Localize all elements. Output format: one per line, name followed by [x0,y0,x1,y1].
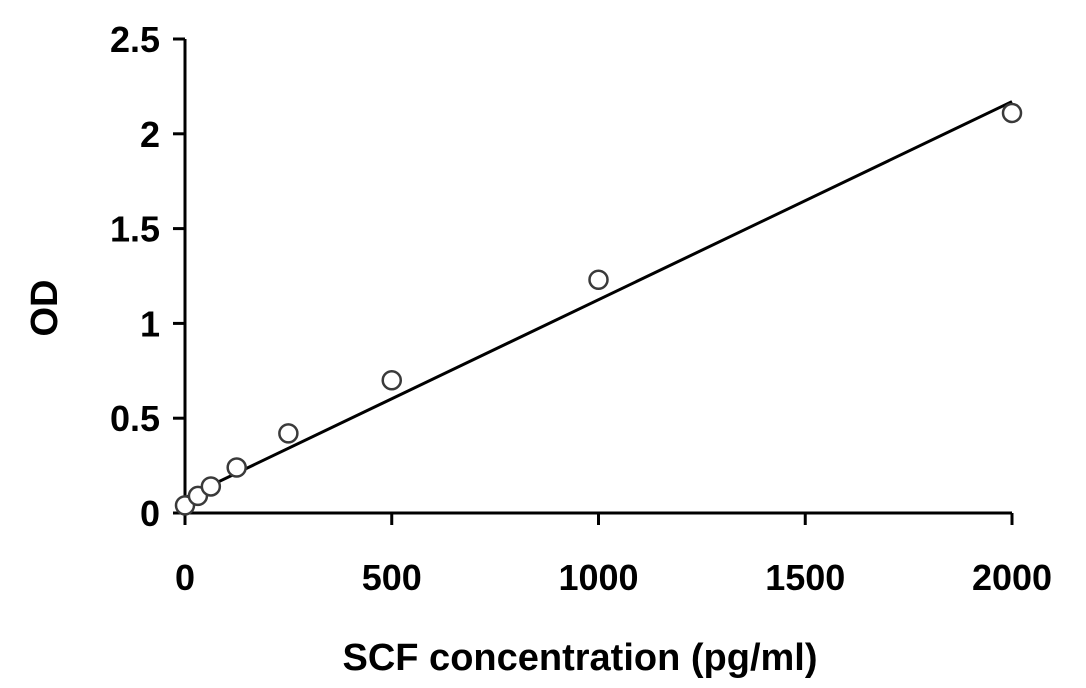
y-tick-label: 0.5 [110,398,160,439]
x-tick-label: 1500 [765,557,845,598]
x-axis-label: SCF concentration (pg/ml) [343,637,818,679]
y-tick-label: 2.5 [110,19,160,60]
data-point [381,370,402,391]
x-tick-label: 2000 [972,557,1052,598]
data-points [174,102,1023,516]
x-axis-ticks: 0 500 1000 1500 2000 [175,513,1052,598]
y-tick-label: 2 [140,114,160,155]
x-tick-label: 0 [175,557,195,598]
data-point [278,423,299,444]
y-axis-label: OD [24,280,66,337]
data-point [1001,102,1023,124]
x-tick-label: 1000 [558,557,638,598]
trendline-group [184,100,1013,500]
x-tick-label: 500 [362,557,422,598]
data-point [200,476,222,497]
data-point [226,457,247,478]
data-point [588,269,609,291]
y-tick-label: 1 [140,303,160,344]
trendline [184,100,1013,500]
y-axis-ticks: 0 0.5 1 1.5 2 2.5 [110,19,185,534]
y-tick-label: 0 [140,493,160,534]
y-tick-label: 1.5 [110,209,160,250]
